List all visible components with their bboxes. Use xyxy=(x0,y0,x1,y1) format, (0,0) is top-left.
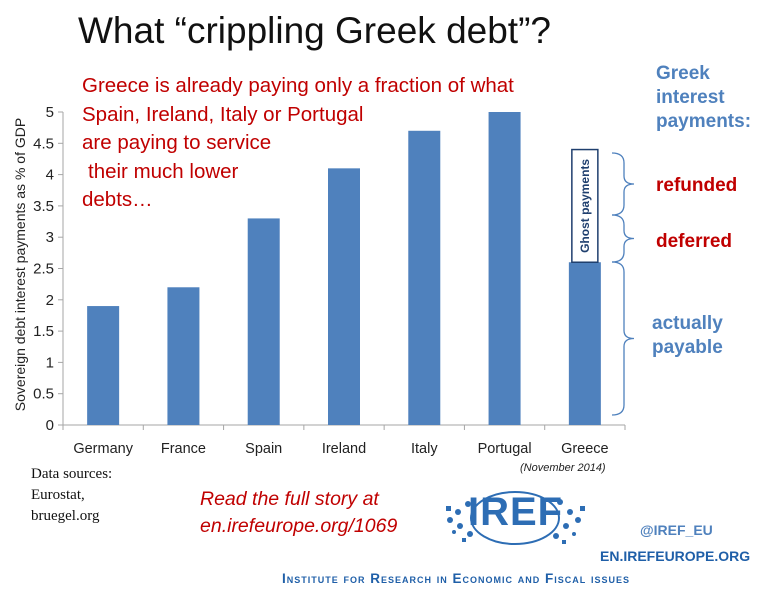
x-tick-label: France xyxy=(161,441,206,457)
y-tick-label: 1.5 xyxy=(33,323,54,340)
heading-line: payments: xyxy=(656,111,752,132)
x-tick-label: Spain xyxy=(245,441,282,457)
heading-line: interest xyxy=(656,87,725,108)
y-tick-label: 5 xyxy=(46,104,54,121)
brace-payable xyxy=(611,261,635,416)
y-tick-label: 2.5 xyxy=(33,261,54,278)
y-tick-label: 3.5 xyxy=(33,198,54,215)
refunded-label: refunded xyxy=(656,175,738,196)
page-title: What “crippling Greek debt”? xyxy=(78,10,551,51)
bar-italy xyxy=(408,130,441,425)
callout-line: are paying to service xyxy=(82,131,272,154)
bar-ireland xyxy=(328,168,360,425)
x-tick-label: Greece xyxy=(561,441,609,457)
y-axis-label: Sovereign debt interest payments as % of… xyxy=(12,118,28,411)
y-tick-label: 0 xyxy=(46,417,54,434)
bar-greece xyxy=(568,262,601,425)
bar-portugal xyxy=(488,112,521,425)
payable-line: payable xyxy=(652,337,723,358)
date-note: (November 2014) xyxy=(520,462,606,474)
y-tick-label: 0.5 xyxy=(33,386,54,403)
story-link[interactable]: Read the full story at en.irefeurope.org… xyxy=(200,486,397,540)
x-tick-label: Germany xyxy=(73,441,133,457)
website-link[interactable]: EN.IREFEUROPE.ORG xyxy=(600,548,751,564)
ghost-payments-box xyxy=(571,148,599,263)
greek-interest-heading: Greek interest payments: xyxy=(656,62,751,134)
ghost-payments-label: Ghost payments xyxy=(578,159,592,253)
iref-logo-text: IREF xyxy=(468,490,564,534)
brace-refunded xyxy=(611,152,635,216)
y-tick-label: 3 xyxy=(46,229,54,246)
callout-line: debts… xyxy=(82,188,153,211)
x-tick-label: Italy xyxy=(411,441,438,457)
twitter-handle[interactable]: @IREF_EU xyxy=(640,522,713,538)
callout-line: Greece is already paying only a fraction… xyxy=(82,74,514,97)
y-tick-label: 1 xyxy=(46,354,54,371)
story-line: Read the full story at xyxy=(200,488,379,510)
y-tick-label: 4 xyxy=(46,167,54,184)
x-tick-label: Ireland xyxy=(322,441,366,457)
actually-payable-label: actually payable xyxy=(652,312,723,360)
sources-line: Eurostat, xyxy=(31,487,85,503)
payable-line: actually xyxy=(652,313,723,334)
x-tick-label: Portugal xyxy=(478,441,532,457)
brace-deferred xyxy=(611,214,635,263)
story-url[interactable]: en.irefeurope.org/1069 xyxy=(200,515,398,537)
deferred-label: deferred xyxy=(656,231,733,252)
bar-france xyxy=(167,287,200,425)
data-sources: Data sources: Eurostat, bruegel.org xyxy=(31,464,112,527)
callout-line: their much lower xyxy=(88,159,239,183)
institute-name: Institute for Research in Economic and F… xyxy=(282,571,631,586)
sources-line: bruegel.org xyxy=(31,508,100,524)
iref-logo-icon xyxy=(446,491,585,545)
heading-line: Greek xyxy=(656,63,710,84)
bar-germany xyxy=(87,306,120,425)
y-tick-label: 2 xyxy=(46,292,54,309)
bar-spain xyxy=(247,218,280,425)
callout-text: Greece is already paying only a fraction… xyxy=(82,72,514,215)
callout-line: Spain, Ireland, Italy or Portugal xyxy=(82,102,364,126)
y-tick-label: 4.5 xyxy=(33,135,54,152)
sources-line: Data sources: xyxy=(31,466,113,482)
